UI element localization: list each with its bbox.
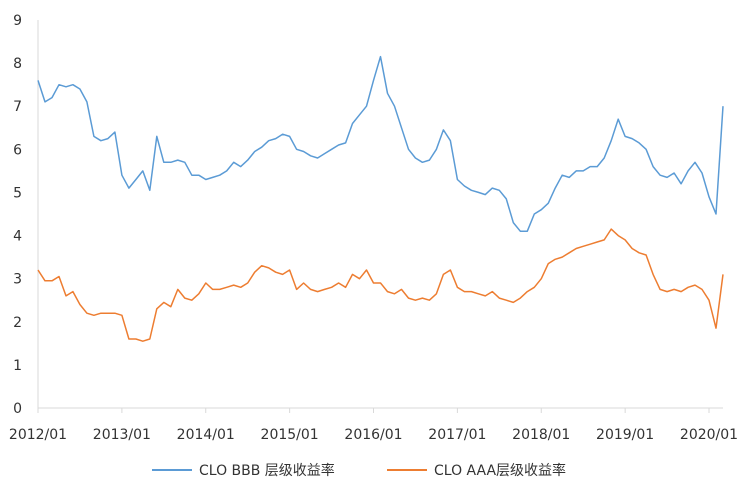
x-tick-label: 2020/01 <box>680 427 738 443</box>
x-tick-label: 2019/01 <box>596 427 654 443</box>
x-tick-label: 2016/01 <box>344 427 402 443</box>
y-tick-label: 1 <box>13 358 22 374</box>
y-tick-label: 3 <box>13 272 22 288</box>
legend: CLO BBB 层级收益率 CLO AAA层级收益率 <box>152 462 566 479</box>
y-tick-label: 6 <box>13 142 22 158</box>
y-tick-label: 2 <box>13 315 22 331</box>
x-tick-label: 2015/01 <box>261 427 319 443</box>
series-line-clo-bbb <box>37 55 724 232</box>
series-line-clo-aaa <box>37 228 724 342</box>
y-tick-label: 9 <box>13 13 22 29</box>
y-tick-label: 0 <box>13 401 22 417</box>
x-tick-label: 2014/01 <box>177 427 235 443</box>
x-axis-ticks <box>37 408 710 413</box>
legend-label-bbb: CLO BBB 层级收益率 <box>199 462 335 479</box>
legend-label-aaa: CLO AAA层级收益率 <box>434 462 566 479</box>
y-tick-label: 5 <box>13 185 22 201</box>
x-tick-label: 2017/01 <box>428 427 486 443</box>
y-tick-label: 4 <box>13 229 22 245</box>
y-axis-labels: 0 1 2 3 4 5 6 7 8 9 <box>13 13 22 417</box>
series-lines <box>37 55 724 342</box>
y-tick-label: 8 <box>13 56 22 72</box>
x-tick-label: 2018/01 <box>512 427 570 443</box>
x-tick-label: 2012/01 <box>9 427 67 443</box>
x-tick-label: 2013/01 <box>93 427 151 443</box>
y-tick-label: 7 <box>13 99 22 115</box>
x-axis-labels: 2012/01 2013/01 2014/01 2015/01 2016/01 2017/… <box>9 427 738 443</box>
